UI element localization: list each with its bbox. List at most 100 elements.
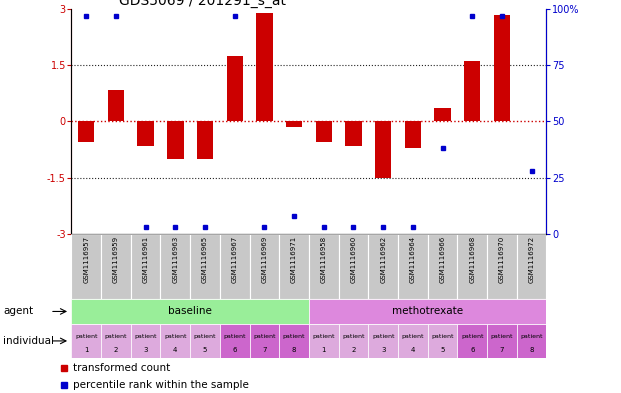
Text: percentile rank within the sample: percentile rank within the sample [73,380,249,390]
Text: GSM1116961: GSM1116961 [143,236,148,283]
Bar [487,234,517,299]
Bar [101,324,131,358]
Bar [250,324,279,358]
Bar [517,234,546,299]
Text: 5: 5 [203,347,207,353]
Bar [137,121,154,146]
Bar [428,324,458,358]
Bar [405,121,421,148]
Bar [256,13,273,121]
Bar [220,234,250,299]
Bar [131,234,160,299]
Text: patient: patient [283,334,306,339]
Text: patient: patient [105,334,127,339]
Bar [338,324,368,358]
Text: patient: patient [491,334,513,339]
Text: patient: patient [224,334,246,339]
Text: GDS5069 / 201291_s_at: GDS5069 / 201291_s_at [119,0,286,8]
Text: 7: 7 [262,347,266,353]
Text: 5: 5 [440,347,445,353]
Bar [190,324,220,358]
Bar [398,324,428,358]
Text: GSM1116962: GSM1116962 [380,236,386,283]
Bar [131,324,160,358]
Text: GSM1116969: GSM1116969 [261,236,268,283]
Text: GSM1116964: GSM1116964 [410,236,416,283]
Text: patient: patient [164,334,186,339]
Bar [279,234,309,299]
Text: GSM1116959: GSM1116959 [113,236,119,283]
Text: 6: 6 [232,347,237,353]
Bar [494,15,510,121]
Bar [435,108,451,121]
Text: 2: 2 [351,347,356,353]
Text: 1: 1 [322,347,326,353]
Bar [398,234,428,299]
Bar [315,121,332,142]
Bar [190,234,220,299]
Text: patient: patient [402,334,424,339]
Text: patient: patient [253,334,276,339]
Text: agent: agent [3,307,34,316]
Text: GSM1116965: GSM1116965 [202,236,208,283]
Bar [167,121,183,159]
Text: methotrexate: methotrexate [392,307,463,316]
Bar [309,234,338,299]
Bar [309,324,338,358]
Text: GSM1116958: GSM1116958 [321,236,327,283]
Text: patient: patient [312,334,335,339]
Bar [286,121,302,127]
Text: transformed count: transformed count [73,362,171,373]
Text: 8: 8 [529,347,534,353]
Text: GSM1116960: GSM1116960 [350,236,356,283]
Text: 4: 4 [173,347,178,353]
Bar [71,234,101,299]
Text: patient: patient [194,334,216,339]
Bar [458,234,487,299]
Bar [517,324,546,358]
Text: GSM1116972: GSM1116972 [528,236,535,283]
Bar [458,324,487,358]
Text: GSM1116971: GSM1116971 [291,236,297,283]
Bar [487,324,517,358]
Bar [71,299,309,324]
Text: 8: 8 [292,347,296,353]
Bar [250,234,279,299]
Text: 6: 6 [470,347,474,353]
Text: GSM1116963: GSM1116963 [173,236,178,283]
Bar [338,234,368,299]
Bar [368,234,398,299]
Bar [220,324,250,358]
Text: patient: patient [134,334,157,339]
Bar [197,121,213,159]
Text: GSM1116966: GSM1116966 [440,236,445,283]
Bar [279,324,309,358]
Text: patient: patient [520,334,543,339]
Text: GSM1116968: GSM1116968 [469,236,475,283]
Text: 4: 4 [410,347,415,353]
Bar [160,234,190,299]
Text: 7: 7 [500,347,504,353]
Text: 3: 3 [143,347,148,353]
Bar [101,234,131,299]
Bar [375,121,391,178]
Text: individual: individual [3,336,54,346]
Text: 2: 2 [114,347,118,353]
Text: patient: patient [75,334,97,339]
Bar [227,56,243,121]
Text: patient: patient [432,334,454,339]
Bar [464,61,481,121]
Text: GSM1116970: GSM1116970 [499,236,505,283]
Text: patient: patient [461,334,484,339]
Bar [160,324,190,358]
Bar [368,324,398,358]
Text: 1: 1 [84,347,89,353]
Text: patient: patient [372,334,394,339]
Bar [71,324,101,358]
Text: GSM1116967: GSM1116967 [232,236,238,283]
Text: 3: 3 [381,347,386,353]
Text: patient: patient [342,334,365,339]
Bar [78,121,94,142]
Text: baseline: baseline [168,307,212,316]
Bar [108,90,124,121]
